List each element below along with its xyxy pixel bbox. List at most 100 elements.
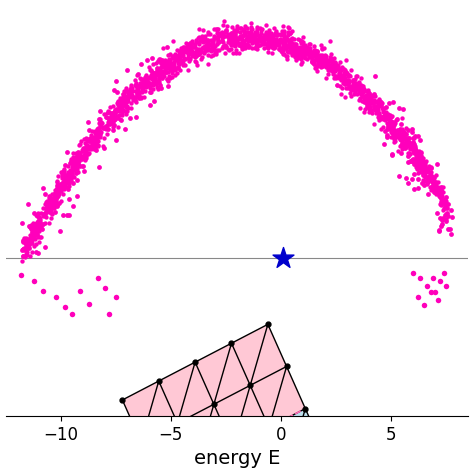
Point [153,67,161,74]
Point [429,175,437,182]
Point [318,52,325,59]
Point [325,70,332,77]
Point [412,154,420,162]
Point [80,144,87,152]
Point [169,37,176,45]
Point [247,19,255,27]
Point [301,41,309,49]
Point [308,59,316,66]
Point [21,253,29,261]
Point [341,80,349,88]
Point [154,77,162,85]
Point [256,32,264,39]
Point [36,238,43,246]
Point [74,154,82,162]
Point [428,176,436,183]
Point [62,175,69,183]
Point [56,184,64,192]
Point [132,113,140,121]
Point [298,54,306,61]
Point [313,67,320,75]
Point [120,93,128,100]
Point [95,125,103,132]
Point [254,38,261,46]
Point [181,48,188,56]
Point [409,155,417,163]
Point [392,129,399,137]
Point [401,141,408,148]
Point [100,123,108,131]
Point [419,154,427,162]
Point [231,27,239,35]
Point [236,28,244,36]
Point [347,86,355,94]
Point [368,100,375,107]
Point [441,195,449,202]
Point [341,65,348,73]
Point [122,101,129,109]
Point [399,129,406,137]
Point [422,157,429,165]
Point [135,82,143,89]
Point [83,144,91,151]
Point [342,68,350,75]
Point [38,226,46,233]
Point [45,204,52,211]
Point [273,39,280,47]
Point [55,172,62,180]
Point [443,209,450,217]
Point [28,221,36,228]
Point [437,200,445,207]
Point [280,255,287,262]
Point [113,113,120,120]
Point [171,66,178,73]
Point [148,75,155,82]
Point [413,152,420,160]
Point [85,136,92,143]
Point [138,88,146,96]
Point [374,103,382,111]
Point [269,35,277,42]
Point [284,48,292,56]
Point [359,89,366,96]
Point [228,29,236,37]
Point [388,128,396,135]
Point [444,200,452,207]
Point [195,45,203,53]
Point [414,155,421,162]
Point [326,63,334,71]
Point [356,94,364,102]
Point [406,144,414,152]
Point [432,190,440,198]
Point [410,146,418,154]
Point [307,44,314,52]
Point [319,63,327,70]
Point [51,204,58,212]
Point [378,100,386,107]
Point [161,56,168,64]
Point [286,36,294,44]
Point [438,183,445,191]
Point [280,35,288,43]
Point [410,146,417,154]
Point [288,27,295,35]
Point [265,37,273,45]
Point [292,43,300,50]
Point [345,83,353,91]
Point [125,97,132,105]
Point [396,132,404,139]
Point [294,46,302,54]
Point [179,51,187,58]
Point [92,131,100,138]
Point [186,44,194,52]
Point [159,68,167,76]
Point [196,46,203,54]
Point [313,62,321,70]
Point [445,212,452,219]
Point [139,84,147,91]
Point [360,94,368,101]
Point [367,97,375,105]
Point [427,172,435,179]
Point [126,91,133,99]
Point [211,49,219,57]
